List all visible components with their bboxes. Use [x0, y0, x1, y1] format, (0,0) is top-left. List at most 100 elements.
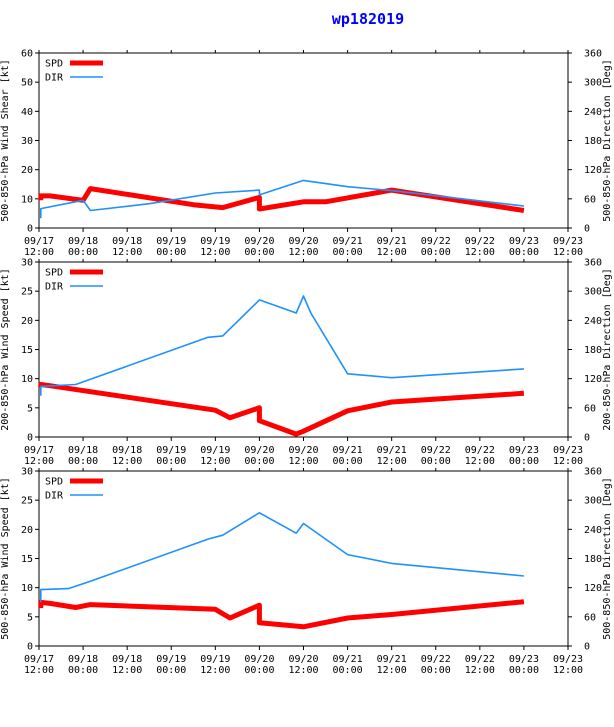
x-tick-label-date: 09/18 — [68, 654, 98, 665]
x-tick-label-date: 09/20 — [244, 445, 274, 456]
series-line-spd — [38, 382, 525, 437]
y-right-tick-label: 180 — [584, 554, 602, 565]
x-tick-label-date: 09/23 — [509, 236, 539, 247]
x-tick-label-time: 00:00 — [333, 456, 363, 467]
x-tick-label-time: 00:00 — [421, 456, 451, 467]
x-tick-label-date: 09/21 — [333, 654, 363, 665]
chart-title: wp182019 — [332, 10, 404, 28]
x-tick-label-time: 00:00 — [68, 247, 98, 258]
y-left-tick-label: 10 — [21, 583, 33, 594]
y-left-tick-label: 0 — [27, 642, 33, 653]
x-tick-label-time: 00:00 — [333, 247, 363, 258]
chart-panel-deep: 09/1712:0009/1800:0009/1812:0009/1900:00… — [0, 258, 613, 468]
x-tick-label-date: 09/17 — [24, 654, 54, 665]
legend-label-spd: SPD — [45, 477, 63, 488]
x-tick-label-date: 09/18 — [68, 236, 98, 247]
x-tick-label-date: 09/19 — [200, 445, 230, 456]
y-right-tick-label: 0 — [584, 224, 590, 235]
x-tick-label-time: 12:00 — [200, 665, 230, 676]
y-left-tick-label: 30 — [21, 136, 33, 147]
y-left-tick-label: 5 — [27, 403, 33, 414]
y-left-axis-label: 500-850-hPa Wind Shear [kt] — [0, 59, 11, 222]
x-tick-label-date: 09/18 — [68, 445, 98, 456]
y-right-tick-label: 240 — [584, 525, 602, 536]
y-right-tick-label: 120 — [584, 165, 602, 176]
y-right-tick-label: 240 — [584, 316, 602, 327]
y-left-tick-label: 30 — [21, 258, 33, 269]
y-right-tick-label: 60 — [584, 403, 596, 414]
x-tick-label-date: 09/17 — [24, 445, 54, 456]
y-left-tick-label: 25 — [21, 496, 33, 507]
x-tick-label-date: 09/20 — [288, 236, 318, 247]
y-right-tick-label: 180 — [584, 345, 602, 356]
x-tick-label-time: 00:00 — [244, 456, 274, 467]
y-right-axis-label: 500-850-hPa Direction [Deg] — [602, 59, 613, 222]
x-tick-label-date: 09/23 — [553, 445, 583, 456]
x-tick-label-time: 12:00 — [112, 247, 142, 258]
y-right-tick-label: 180 — [584, 136, 602, 147]
series-line-spd — [38, 186, 525, 213]
x-tick-label-time: 00:00 — [244, 247, 274, 258]
y-right-axis-label: 500-850-hPa Direction [Deg] — [602, 477, 613, 640]
x-tick-label-date: 09/22 — [421, 236, 451, 247]
x-tick-label-date: 09/20 — [244, 654, 274, 665]
x-tick-label-time: 12:00 — [288, 456, 318, 467]
x-tick-label-time: 12:00 — [24, 665, 54, 676]
x-tick-label-time: 12:00 — [24, 247, 54, 258]
y-right-tick-label: 360 — [584, 49, 602, 60]
y-left-axis-label: 200-850-hPa Wind Speed [kt] — [0, 268, 11, 431]
x-tick-label-date: 09/23 — [509, 445, 539, 456]
x-tick-label-time: 12:00 — [377, 456, 407, 467]
y-left-tick-label: 15 — [21, 345, 33, 356]
x-tick-label-time: 12:00 — [112, 456, 142, 467]
y-right-tick-label: 60 — [584, 612, 596, 623]
x-tick-label-date: 09/19 — [200, 654, 230, 665]
y-left-axis-label: 500-850-hPa Wind Speed [kt] — [0, 477, 11, 640]
y-left-tick-label: 10 — [21, 194, 33, 205]
y-right-tick-label: 120 — [584, 374, 602, 385]
x-tick-label-date: 09/19 — [156, 445, 186, 456]
x-tick-label-time: 12:00 — [465, 456, 495, 467]
x-tick-label-time: 12:00 — [553, 456, 583, 467]
x-tick-label-date: 09/18 — [112, 445, 142, 456]
x-tick-label-date: 09/19 — [200, 236, 230, 247]
x-tick-label-date: 09/21 — [333, 445, 363, 456]
x-tick-label-date: 09/20 — [244, 236, 274, 247]
x-tick-label-time: 00:00 — [156, 456, 186, 467]
x-tick-label-time: 12:00 — [288, 247, 318, 258]
x-tick-label-time: 00:00 — [509, 456, 539, 467]
chart-panel-mid: 09/1712:0009/1800:0009/1812:0009/1900:00… — [0, 467, 613, 677]
x-tick-label-time: 12:00 — [377, 665, 407, 676]
x-tick-label-date: 09/21 — [377, 236, 407, 247]
x-tick-label-time: 00:00 — [509, 665, 539, 676]
x-tick-label-date: 09/21 — [333, 236, 363, 247]
series-line-dir — [39, 179, 524, 219]
x-tick-label-date: 09/19 — [156, 654, 186, 665]
x-tick-label-date: 09/22 — [465, 445, 495, 456]
x-tick-label-date: 09/22 — [421, 654, 451, 665]
x-tick-label-time: 00:00 — [68, 456, 98, 467]
y-left-tick-label: 15 — [21, 554, 33, 565]
y-left-tick-label: 20 — [21, 525, 33, 536]
x-tick-label-time: 12:00 — [200, 456, 230, 467]
y-left-tick-label: 20 — [21, 165, 33, 176]
x-tick-label-time: 12:00 — [112, 665, 142, 676]
x-tick-label-time: 12:00 — [465, 665, 495, 676]
x-tick-label-date: 09/23 — [553, 654, 583, 665]
y-left-tick-label: 5 — [27, 612, 33, 623]
x-tick-label-time: 00:00 — [156, 247, 186, 258]
y-left-tick-label: 0 — [27, 224, 33, 235]
x-tick-label-date: 09/21 — [377, 654, 407, 665]
x-tick-label-time: 00:00 — [244, 665, 274, 676]
x-tick-label-date: 09/18 — [112, 236, 142, 247]
x-tick-label-time: 00:00 — [333, 665, 363, 676]
series-line-dir — [39, 511, 524, 603]
legend-label-spd: SPD — [45, 59, 63, 70]
x-tick-label-time: 00:00 — [509, 247, 539, 258]
x-tick-label-date: 09/20 — [288, 654, 318, 665]
y-left-tick-label: 30 — [21, 467, 33, 478]
y-left-tick-label: 25 — [21, 287, 33, 298]
x-tick-label-date: 09/23 — [553, 236, 583, 247]
x-tick-label-date: 09/22 — [465, 236, 495, 247]
y-right-tick-label: 0 — [584, 642, 590, 653]
